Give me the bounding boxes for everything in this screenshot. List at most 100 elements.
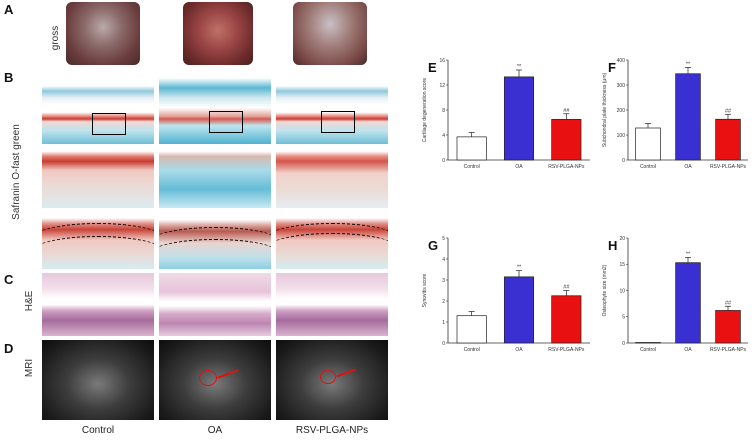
significance-label: ** bbox=[517, 265, 522, 271]
x-tick-label: OA bbox=[515, 347, 523, 353]
y-tick-label: 200 bbox=[617, 108, 626, 114]
gross-image-control bbox=[66, 2, 140, 65]
lesion-arrow bbox=[217, 369, 239, 379]
panel-label-g: G bbox=[428, 238, 439, 253]
lesion-circle bbox=[320, 370, 336, 384]
y-tick-label: 4 bbox=[442, 257, 445, 263]
y-tick-label: 20 bbox=[619, 236, 625, 242]
significance-label: ## bbox=[563, 285, 570, 291]
panel-label-h: H bbox=[608, 238, 618, 253]
mri-image-control bbox=[42, 340, 154, 420]
safranin-zoom-oa bbox=[159, 145, 271, 208]
tidemark-line bbox=[159, 227, 271, 258]
y-tick-label: 100 bbox=[617, 133, 626, 139]
he-image-control bbox=[42, 273, 154, 336]
panel-label-d: D bbox=[4, 341, 14, 356]
x-tick-label: Control bbox=[464, 347, 480, 353]
y-tick-label: 5 bbox=[622, 315, 625, 321]
panel-label-c: C bbox=[4, 272, 14, 287]
bar bbox=[551, 295, 582, 344]
y-tick-label: 8 bbox=[442, 108, 445, 114]
y-tick-label: 12 bbox=[439, 83, 445, 89]
y-tick-label: 0 bbox=[442, 341, 445, 347]
bar bbox=[715, 118, 741, 161]
safranin-overview-control bbox=[42, 78, 154, 144]
bar bbox=[551, 119, 582, 161]
tidemark-line bbox=[159, 239, 271, 269]
gross-image-rsv bbox=[293, 2, 367, 65]
y-axis-label: Cartilage degeneration score bbox=[422, 78, 428, 142]
bar bbox=[635, 127, 661, 161]
bar bbox=[675, 262, 701, 344]
y-tick-label: 5 bbox=[442, 236, 445, 242]
y-tick-label: 15 bbox=[619, 262, 625, 268]
y-tick-label: 16 bbox=[439, 58, 445, 64]
x-tick-label: Control bbox=[464, 164, 480, 170]
y-tick-label: 10 bbox=[619, 288, 625, 294]
mri-image-oa bbox=[159, 340, 271, 420]
y-tick-label: 3 bbox=[442, 278, 445, 284]
column-label-oa: OA bbox=[207, 425, 223, 436]
x-tick-label: Control bbox=[640, 347, 656, 353]
x-tick-label: OA bbox=[515, 164, 523, 170]
lesion-arrow bbox=[336, 368, 356, 378]
tidemark-line bbox=[42, 236, 154, 267]
bar-chart-g: Synovitis score 0 1 2 3 4 5 Control ** OA ## RSV-PL… bbox=[422, 236, 590, 353]
x-tick-label: OA bbox=[684, 164, 692, 170]
tidemark-line bbox=[42, 223, 154, 254]
safranin-tidemark-rsv bbox=[276, 211, 388, 269]
bar bbox=[503, 76, 535, 161]
zoom-box bbox=[209, 111, 243, 133]
bar bbox=[456, 315, 487, 344]
safranin-tidemark-control bbox=[42, 211, 154, 269]
panel-label-e: E bbox=[428, 60, 437, 75]
bar-chart-f: Subchondral plate thickness (μm) 0 100 200 3… bbox=[602, 58, 748, 170]
zoom-box bbox=[321, 111, 355, 133]
y-tick-label: 0 bbox=[622, 341, 625, 347]
bar-chart-h: Osteophyte size (mm2) 0 5 10 15 20 Control ** OA… bbox=[602, 236, 748, 353]
y-axis-label: Osteophyte size (mm2) bbox=[602, 264, 608, 316]
bar bbox=[503, 276, 535, 344]
x-tick-label: RSV-PLGA-NPs bbox=[548, 347, 585, 353]
y-tick-label: 0 bbox=[442, 158, 445, 164]
safranin-tidemark-oa bbox=[159, 211, 271, 269]
panel-label-f: F bbox=[608, 60, 616, 75]
panel-label-a: A bbox=[4, 2, 14, 17]
y-axis-label: Synovitis score bbox=[422, 273, 428, 307]
significance-label: ** bbox=[686, 62, 691, 68]
mri-image-rsv bbox=[276, 340, 388, 420]
safranin-zoom-rsv bbox=[276, 145, 388, 208]
x-tick-label: OA bbox=[684, 347, 692, 353]
safranin-overview-oa bbox=[159, 78, 271, 144]
bar-chart-e: Cartilage degeneration score 0 4 8 12 16 Contr… bbox=[422, 58, 590, 170]
lesion-circle bbox=[199, 370, 217, 386]
significance-label: ## bbox=[725, 300, 732, 306]
he-image-oa bbox=[159, 273, 271, 336]
row-label-gross: gross bbox=[50, 25, 61, 51]
significance-label: ** bbox=[686, 251, 691, 257]
x-tick-label: Control bbox=[640, 164, 656, 170]
y-axis-label: Subchondral plate thickness (μm) bbox=[602, 73, 608, 148]
bar bbox=[675, 73, 701, 161]
column-label-rsv: RSV-PLGA-NPs bbox=[295, 425, 369, 436]
row-label-he: H&E bbox=[24, 290, 35, 312]
y-tick-label: 4 bbox=[442, 133, 445, 139]
y-tick-label: 0 bbox=[622, 158, 625, 164]
x-tick-label: RSV-PLGA-NPs bbox=[710, 164, 747, 170]
significance-label: ** bbox=[517, 64, 522, 70]
zoom-box bbox=[92, 113, 126, 135]
significance-label: ## bbox=[563, 108, 570, 114]
y-tick-label: 400 bbox=[617, 58, 626, 64]
x-tick-label: RSV-PLGA-NPs bbox=[710, 347, 747, 353]
bar bbox=[715, 310, 741, 344]
y-tick-label: 1 bbox=[442, 320, 445, 326]
x-tick-label: RSV-PLGA-NPs bbox=[548, 164, 585, 170]
safranin-overview-rsv bbox=[276, 78, 388, 144]
bar bbox=[456, 136, 487, 161]
row-label-mri: MRI bbox=[24, 358, 35, 378]
tidemark-line bbox=[276, 223, 388, 254]
row-label-safranin: Safranin O-fast green bbox=[11, 124, 22, 220]
tidemark-line bbox=[276, 233, 388, 264]
column-label-control: Control bbox=[81, 425, 115, 436]
y-tick-label: 300 bbox=[617, 83, 626, 89]
